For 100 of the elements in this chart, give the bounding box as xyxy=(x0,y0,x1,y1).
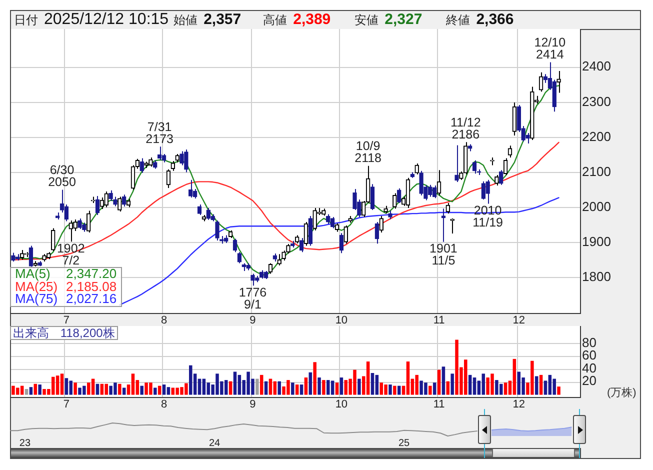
annotation: 7/31 2173 xyxy=(146,120,174,146)
candlestick xyxy=(277,254,282,266)
bar xyxy=(300,384,304,395)
bar xyxy=(86,382,90,395)
bar xyxy=(370,373,374,395)
candlestick xyxy=(526,132,530,144)
x-tick-label: 12 xyxy=(512,398,525,411)
bar xyxy=(64,378,68,395)
candlestick xyxy=(215,220,220,242)
x-tick-label: 7 xyxy=(63,398,70,411)
bar xyxy=(344,380,348,395)
x-tick-label: 8 xyxy=(160,314,168,327)
bar xyxy=(238,374,242,395)
candlestick xyxy=(180,150,184,166)
candlestick xyxy=(86,210,91,233)
candlestick xyxy=(268,262,273,274)
annotation: 1902 7/2 xyxy=(56,241,85,268)
bar xyxy=(189,365,192,395)
bar xyxy=(375,374,379,395)
y-tick-label: 1900 xyxy=(582,234,611,249)
bar xyxy=(291,382,294,395)
y-tick-label: 2000 xyxy=(582,198,611,214)
y-axis-title: (万株) xyxy=(607,386,636,400)
annotation: 6/30 2050 xyxy=(48,162,76,189)
bar xyxy=(534,376,538,395)
candlestick xyxy=(481,180,486,200)
bar xyxy=(482,374,486,395)
bar xyxy=(202,378,206,395)
y-tick-label: 40 xyxy=(582,360,596,376)
bar xyxy=(304,377,308,395)
y-tick-label: 2400 xyxy=(582,58,611,74)
candlestick xyxy=(118,196,122,212)
x-tick-label: 11 xyxy=(433,314,445,327)
bar xyxy=(264,381,268,395)
candlestick xyxy=(108,190,113,202)
text: MA(5) 2,347.20 xyxy=(15,266,117,281)
bar xyxy=(118,384,122,395)
bar xyxy=(358,378,361,395)
bar xyxy=(162,384,166,395)
annotation: 1776 9/1 xyxy=(238,285,267,312)
bar xyxy=(38,384,42,395)
bar xyxy=(228,381,232,395)
bar xyxy=(393,386,396,395)
candlestick xyxy=(344,224,348,244)
bar xyxy=(224,380,228,395)
x-tick-label: 12 xyxy=(512,314,525,327)
annotation: 10/9 2118 xyxy=(354,139,382,166)
bar xyxy=(428,386,432,395)
annotation: 12/10 2414 xyxy=(534,35,566,62)
bar xyxy=(406,361,410,395)
bar xyxy=(548,374,552,395)
bar xyxy=(499,384,503,395)
candlestick xyxy=(486,179,490,204)
x-tick-label: 11 xyxy=(433,398,445,411)
candlestick xyxy=(250,273,255,286)
candlestick xyxy=(140,158,144,174)
bar xyxy=(100,384,104,395)
candlestick xyxy=(82,222,86,232)
candlestick xyxy=(20,249,24,260)
bar xyxy=(278,381,281,395)
text: 終値 2,366 xyxy=(446,11,514,29)
bar xyxy=(322,380,326,395)
bar xyxy=(442,366,446,395)
bar xyxy=(273,381,277,395)
annotation: 11/12 2186 xyxy=(450,115,481,142)
candlestick xyxy=(556,70,561,94)
bar xyxy=(504,382,508,395)
text: 日付 2025/12/12 10:15 xyxy=(14,11,169,29)
bar xyxy=(158,386,162,395)
candlestick xyxy=(508,145,512,158)
bar xyxy=(69,380,73,395)
bar xyxy=(104,384,108,395)
x-tick-label: 9 xyxy=(250,314,256,327)
bar xyxy=(166,387,170,395)
x-tick-label: 7 xyxy=(63,314,70,327)
bar xyxy=(340,377,344,395)
y-tick-label: 60 xyxy=(582,348,596,363)
candlestick xyxy=(104,190,108,208)
candlestick xyxy=(51,228,56,252)
bar xyxy=(131,374,135,395)
bar xyxy=(397,386,401,395)
bar xyxy=(432,382,436,395)
bar xyxy=(60,374,64,395)
bar xyxy=(335,382,339,395)
x-tick-label: 9 xyxy=(250,398,256,411)
bar xyxy=(122,388,126,395)
candlestick xyxy=(197,204,202,216)
candlestick xyxy=(206,207,211,220)
annotation: 1901 11/5 xyxy=(430,242,458,268)
candlestick xyxy=(454,144,459,183)
bar xyxy=(539,374,543,395)
y-tick-label: 2100 xyxy=(582,164,611,179)
chart-title: 出来高 118,200株 xyxy=(10,326,118,340)
candlestick xyxy=(428,184,432,198)
bar xyxy=(437,370,441,395)
bar xyxy=(512,358,516,395)
candlestick xyxy=(419,170,424,196)
bar xyxy=(415,374,418,395)
candlestick xyxy=(312,207,317,231)
bar xyxy=(557,386,560,395)
